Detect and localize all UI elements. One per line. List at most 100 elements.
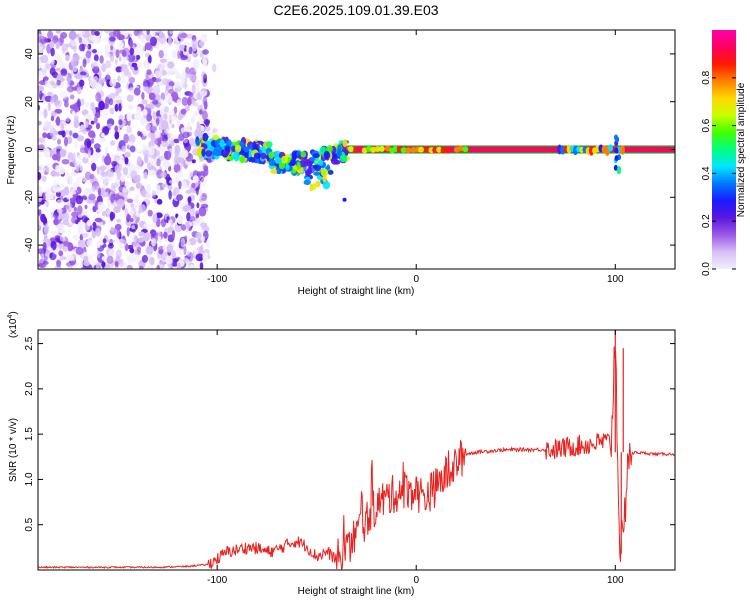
noise-blob (187, 121, 191, 130)
noise-blob (147, 54, 152, 64)
tone-blob (374, 146, 381, 153)
noise-blob (123, 133, 129, 144)
noise-blob (50, 150, 55, 155)
noise-blob (152, 213, 158, 224)
noise-blob (42, 175, 47, 182)
noise-blob (65, 129, 70, 135)
noise-blob (102, 37, 110, 42)
noise-blob (77, 213, 84, 218)
y-tick-label: -20 (24, 190, 35, 205)
noise-blob (142, 130, 147, 137)
noise-blob (141, 99, 148, 105)
noise-blob (176, 118, 180, 129)
noise-blob (181, 96, 189, 106)
noise-blob (146, 69, 152, 76)
echo-blob (327, 170, 334, 175)
noise-blob (198, 190, 203, 200)
noise-blob (159, 98, 164, 104)
snr-line (38, 346, 675, 570)
tone-blob (457, 145, 464, 152)
noise-blob (164, 150, 172, 161)
noise-blob (130, 202, 134, 208)
noise-blob (74, 73, 78, 79)
echo-blob (323, 151, 331, 160)
noise-blob (107, 123, 113, 128)
noise-blob (187, 96, 192, 107)
noise-blob (188, 46, 193, 55)
noise-blob (114, 164, 120, 174)
noise-blob (176, 170, 184, 178)
noise-blob (100, 171, 108, 177)
noise-blob (131, 62, 138, 68)
colorbar-scale (712, 30, 736, 269)
noise-blob (159, 30, 163, 40)
noise-blob (122, 56, 126, 65)
noise-blob (130, 170, 138, 180)
noise-blob (51, 135, 57, 141)
noise-blob (73, 206, 78, 212)
noise-blob (144, 52, 150, 58)
noise-blob (47, 91, 53, 97)
noise-blob (116, 198, 125, 208)
colorbar-tick-label: 0.0 (701, 262, 712, 276)
noise-blob (138, 208, 142, 215)
noise-blob (49, 40, 55, 48)
echo-blob (274, 157, 282, 164)
noise-blob (70, 40, 78, 47)
noise-blob (84, 171, 92, 181)
tone-blob (436, 146, 443, 153)
noise-blob (135, 194, 139, 200)
echo-blob (228, 155, 234, 161)
noise-blob (69, 94, 75, 100)
noise-blob (90, 101, 95, 112)
noise-blob (69, 104, 77, 110)
noise-blob (38, 70, 43, 77)
noise-blob (172, 250, 176, 259)
echo-blob (292, 152, 297, 161)
echo-blob (239, 156, 245, 163)
noise-blob (91, 231, 96, 239)
noise-blob (142, 80, 151, 87)
noise-blob (118, 103, 122, 112)
noise-blob (191, 39, 198, 47)
noise-blob (104, 155, 112, 166)
echo-blob (326, 145, 333, 153)
noise-blob (77, 205, 83, 215)
x-tick-label: 100 (607, 575, 624, 586)
noise-blob (167, 36, 172, 46)
noise-blob (127, 104, 134, 111)
noise-blob (43, 223, 50, 233)
noise-blob (114, 125, 118, 132)
noise-blob (206, 239, 211, 249)
echo-blob (342, 139, 348, 148)
y-tick-label: 20 (24, 96, 35, 108)
noise-blob (185, 189, 192, 195)
y-tick-label: 0 (24, 146, 35, 152)
noise-blob (173, 138, 180, 144)
noise-blob (38, 110, 44, 117)
noise-blob (84, 44, 89, 50)
noise-blob (151, 232, 159, 237)
noise-blob (96, 166, 100, 175)
noise-blob (123, 181, 130, 187)
noise-blob (122, 47, 130, 57)
noise-blob (152, 85, 161, 95)
noise-blob (129, 186, 135, 191)
noise-blob (109, 78, 117, 87)
echo-blob (219, 139, 225, 148)
noise-blob (140, 116, 147, 126)
noise-blob (77, 221, 85, 229)
noise-blob (124, 157, 129, 165)
noise-blob (90, 120, 95, 125)
echo-blob (337, 144, 342, 153)
noise-blob (198, 206, 207, 217)
noise-blob (38, 137, 45, 143)
noise-blob (165, 173, 171, 182)
echo-blob (253, 152, 261, 159)
noise-blob (197, 48, 201, 56)
spectrogram-echo (195, 132, 350, 202)
noise-blob (138, 61, 142, 69)
noise-blob (46, 238, 51, 247)
tone-blob (614, 155, 619, 162)
noise-blob (146, 184, 151, 190)
